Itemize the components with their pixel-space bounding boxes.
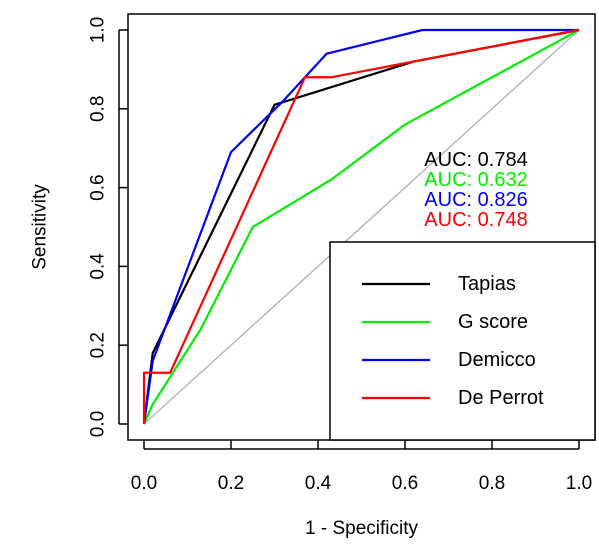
auc-label: AUC: 0.784 (424, 149, 527, 171)
diagonal-reference-line (143, 29, 580, 425)
y-tick-label: 0.4 (88, 253, 109, 280)
x-tick-label: 0.2 (218, 473, 244, 494)
x-tick-label: 0.6 (392, 473, 418, 494)
y-tick-label: 1.0 (88, 17, 109, 43)
x-tick-label: 0.8 (479, 473, 505, 494)
series-line-g-score (142, 29, 580, 425)
y-tick-label: 0.6 (88, 174, 109, 200)
x-tick-label: 0.0 (131, 473, 157, 494)
y-axis-label: Sensitivity (30, 184, 51, 270)
y-tick-label: 0.2 (88, 332, 109, 358)
series-lines (142, 28, 580, 425)
x-tick-label: 0.4 (305, 473, 332, 494)
y-axis: 0.0 0.2 0.4 0.6 0.8 1.0 (88, 17, 128, 437)
auc-label: AUC: 0.826 (424, 189, 527, 211)
legend-box (329, 241, 596, 441)
legend-label: Tapias (458, 273, 516, 295)
x-axis: 0.0 0.2 0.4 0.6 0.8 1.0 (131, 440, 592, 494)
series-line-de-perrot (142, 28, 580, 424)
legend: Tapias G score Demicco De Perrot (329, 241, 596, 441)
x-axis-label: 1 - Specificity (305, 518, 418, 539)
y-tick-label: 0.0 (88, 411, 109, 437)
auc-label: AUC: 0.748 (424, 209, 527, 231)
legend-label: G score (458, 311, 528, 333)
y-tick-label: 0.8 (88, 96, 109, 122)
legend-label: De Perrot (458, 387, 544, 409)
legend-label: Demicco (458, 349, 536, 371)
x-tick-label: 1.0 (566, 473, 592, 494)
series-line-demicco (142, 28, 579, 425)
auc-label: AUC: 0.632 (424, 169, 527, 191)
